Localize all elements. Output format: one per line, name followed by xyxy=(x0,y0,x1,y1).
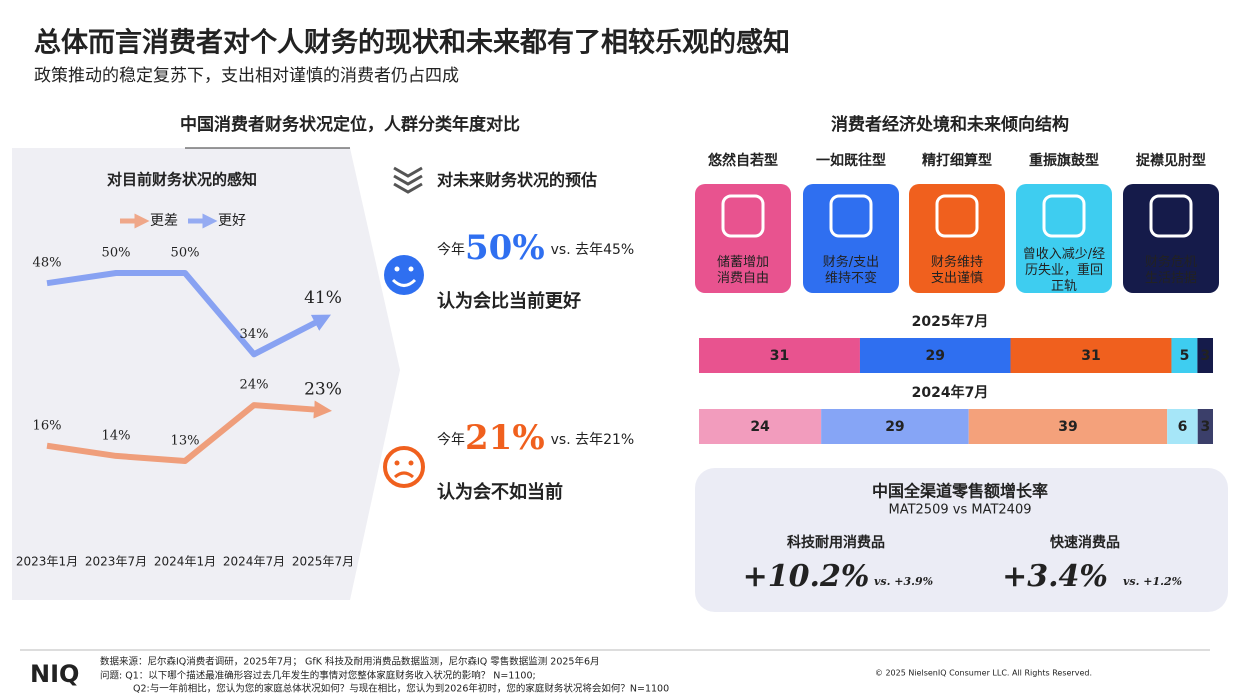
section-title: 消费者经济处境和未来倾向结构 xyxy=(831,114,1069,135)
legend-label: 更差 xyxy=(150,213,178,229)
bar-value: 24 xyxy=(750,419,770,435)
future-stat: 今年21% vs. 去年21% xyxy=(437,418,634,458)
bar-label: 2025年7月 xyxy=(912,313,989,330)
icon xyxy=(393,166,423,194)
line xyxy=(46,400,332,464)
logo: NIQ xyxy=(30,660,79,688)
bar-value: 3 xyxy=(1200,348,1210,364)
data-label: 24% xyxy=(240,378,269,393)
panel xyxy=(12,148,400,600)
bar-segment xyxy=(1197,409,1213,444)
section-title: 中国消费者财务状况定位，人群分类年度对比 xyxy=(180,114,520,135)
line xyxy=(46,270,331,358)
card-text: 财务维持支出谨慎 xyxy=(931,254,983,286)
card-text: 财务/支出维持不变 xyxy=(823,254,879,286)
bar-segment xyxy=(699,409,822,444)
bar-label: 2024年7月 xyxy=(912,384,989,401)
bar-segment xyxy=(1010,338,1172,373)
type-name: 捉襟见肘型 xyxy=(1136,152,1206,169)
x-tick-label: 2024年7月 xyxy=(223,555,285,569)
bar-segment xyxy=(699,338,860,373)
bar-value: 5 xyxy=(1180,348,1190,364)
retail-label: 科技耐用消费品 xyxy=(787,534,885,551)
line-title: 对目前财务状况的感知 xyxy=(107,171,257,189)
bar-value: 6 xyxy=(1178,419,1188,435)
happy-icon xyxy=(384,255,424,295)
future-value: 21% xyxy=(465,418,545,458)
data-label: 23% xyxy=(304,380,342,400)
card-text: 曾收入减少/经历失业，重回正轨 xyxy=(1023,247,1105,294)
bar-value: 29 xyxy=(925,348,944,364)
future-title: 对未来财务状况的预估 xyxy=(437,171,597,190)
card-icon xyxy=(721,194,765,238)
bar-value: 29 xyxy=(885,419,904,435)
x-tick-label: 2023年7月 xyxy=(85,555,147,569)
data-label: 50% xyxy=(171,246,200,261)
future-prefix: 今年 xyxy=(437,432,465,448)
data-label: 34% xyxy=(240,327,269,342)
card-text: 储蓄增加消费自由 xyxy=(717,255,769,286)
type-name: 一如既往型 xyxy=(816,152,886,169)
source: 问题: Q1：以下哪个描述最准确形容过去几年发生的事情对您整体家庭财务收入状况的… xyxy=(100,670,536,682)
card-icon xyxy=(935,194,979,238)
copyright: © 2025 NielsenIQ Consumer LLC. All Right… xyxy=(875,669,1092,678)
subtitle: 政策推动的稳定复苏下，支出相对谨慎的消费者仍占四成 xyxy=(34,66,459,86)
bar-value: 31 xyxy=(1081,348,1100,364)
retail-value: +10.2% xyxy=(743,559,870,594)
retail-label: 快速消费品 xyxy=(1050,534,1120,551)
type-card xyxy=(695,184,791,293)
x-tick-label: 2025年7月 xyxy=(292,555,354,569)
card-icon xyxy=(1149,194,1193,238)
retail-compare: vs. +3.9% xyxy=(874,575,933,588)
future-text: 认为会不如当前 xyxy=(437,481,563,503)
data-label: 50% xyxy=(102,246,131,261)
data-label: 14% xyxy=(102,428,131,443)
bar-value: 39 xyxy=(1058,419,1077,435)
future-stat: 今年50% vs. 去年45% xyxy=(437,228,634,268)
type-card xyxy=(909,184,1005,293)
bar-segment xyxy=(1171,338,1198,373)
card-icon xyxy=(1042,194,1086,238)
type-card xyxy=(1123,184,1219,293)
bar-segment xyxy=(1197,338,1213,373)
type-card xyxy=(803,184,899,293)
sad-icon xyxy=(383,446,425,488)
retail-value: +3.4% xyxy=(1002,559,1108,594)
data-label: 13% xyxy=(171,434,200,449)
type-card xyxy=(1016,184,1112,293)
data-label: 16% xyxy=(33,418,62,433)
future-prefix: 今年 xyxy=(437,242,465,258)
data-label: 48% xyxy=(33,256,62,271)
bar-segment xyxy=(859,338,1011,373)
title: 总体而言消费者对个人财务的现状和未来都有了相较乐观的感知 xyxy=(34,27,790,59)
bar-segment xyxy=(1167,409,1198,444)
bar-segment xyxy=(968,409,1168,444)
data-label: 41% xyxy=(304,288,342,308)
type-name: 重振旗鼓型 xyxy=(1029,152,1099,169)
future-text: 认为会比当前更好 xyxy=(437,290,581,312)
type-name: 精打细算型 xyxy=(922,152,992,169)
retail-title: 中国全渠道零售额增长率 xyxy=(872,482,1048,501)
future-compare: vs. 去年45% xyxy=(551,242,635,258)
source: Q2:与一年前相比，您认为您的家庭总体状况如何？与现在相比，您认为到2026年初… xyxy=(133,683,669,695)
bar-value: 31 xyxy=(770,348,789,364)
bar-value: 3 xyxy=(1200,419,1210,435)
x-tick-label: 2023年1月 xyxy=(16,555,78,569)
bar-segment xyxy=(821,409,969,444)
legend-label: 更好 xyxy=(218,213,246,229)
type-name: 悠然自若型 xyxy=(707,152,778,169)
future-compare: vs. 去年21% xyxy=(551,432,635,448)
retail-subtitle: MAT2509 vs MAT2409 xyxy=(889,503,1032,518)
future-value: 50% xyxy=(465,228,545,268)
source: 数据来源：尼尔森IQ消费者调研，2025年7月； GfK 科技及耐用消费品数据监… xyxy=(100,656,600,668)
retail-compare: vs. +1.2% xyxy=(1123,575,1182,588)
card-text: 财务危机生活拮据 xyxy=(1145,254,1197,286)
card-icon xyxy=(829,194,873,238)
retail-box xyxy=(695,468,1228,612)
x-tick-label: 2024年1月 xyxy=(154,555,216,569)
